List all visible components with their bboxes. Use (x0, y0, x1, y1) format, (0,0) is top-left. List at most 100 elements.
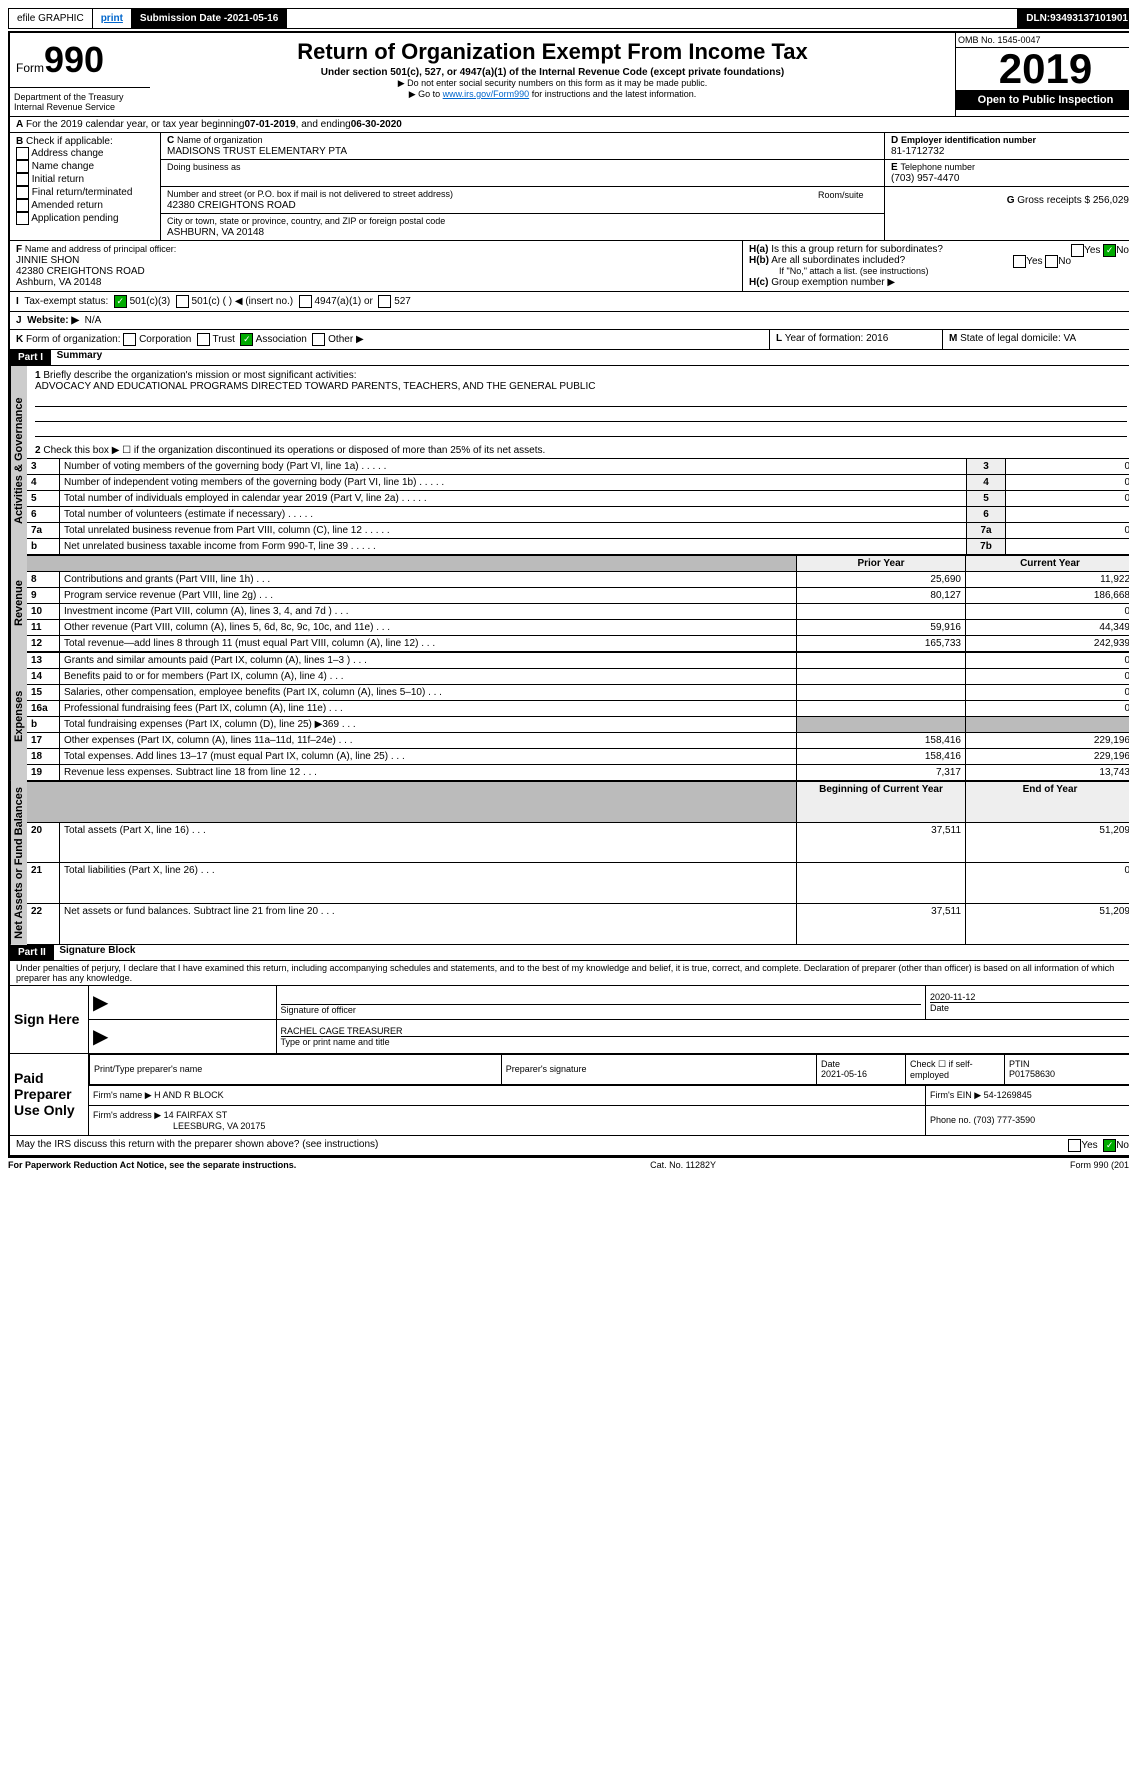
sig-name: RACHEL CAGE TREASURER (281, 1026, 403, 1036)
tab-expenses: Expenses (10, 652, 27, 781)
chk-k[interactable] (197, 333, 210, 346)
tab-governance: Activities & Governance (10, 366, 27, 555)
sig-officer-label: Signature of officer (281, 1005, 356, 1015)
ha-yes[interactable] (1071, 244, 1084, 257)
ptin-label: PTIN (1009, 1059, 1030, 1069)
ha-question: Is this a group return for subordinates? (771, 244, 943, 255)
print-link[interactable]: print (101, 13, 123, 24)
tab-netassets: Net Assets or Fund Balances (10, 781, 27, 945)
firm-ein: 54-1269845 (984, 1090, 1032, 1100)
prep-h1: Print/Type preparer's name (90, 1054, 502, 1084)
ha-no[interactable]: ✓ (1103, 244, 1116, 257)
irs-link[interactable]: www.irs.gov/Form990 (443, 89, 530, 99)
ein: 81-1712732 (891, 146, 944, 157)
phone-label: Telephone number (900, 162, 975, 172)
yof-label: Year of formation: (785, 333, 866, 344)
firm-name: H AND R BLOCK (154, 1090, 224, 1100)
q2: Check this box ▶ ☐ if the organization d… (43, 445, 545, 456)
chk-527[interactable] (378, 295, 391, 308)
gross-label: Gross receipts $ (1017, 195, 1093, 206)
domicile: VA (1064, 333, 1077, 344)
firm-phone: (703) 777-3590 (974, 1115, 1036, 1125)
pra-notice: For Paperwork Reduction Act Notice, see … (8, 1160, 296, 1170)
formorg-label: Form of organization: (26, 334, 121, 345)
period-end: 06-30-2020 (351, 119, 402, 130)
form-footer: Form 990 (2019) (1070, 1160, 1129, 1170)
officer-addr1: 42380 CREIGHTONS ROAD (16, 266, 145, 277)
discuss-yes[interactable] (1068, 1139, 1081, 1152)
hb-yes[interactable] (1013, 255, 1026, 268)
chk-b[interactable] (16, 199, 29, 212)
prep-date: 2021-05-16 (821, 1069, 867, 1079)
addr-label: Number and street (or P.O. box if mail i… (167, 189, 453, 199)
dln-label: DLN: (1026, 13, 1050, 24)
period-text: For the 2019 calendar year, or tax year … (26, 119, 244, 130)
subdate-label: Submission Date - (140, 13, 227, 24)
q1-label: Briefly describe the organization's miss… (43, 370, 356, 381)
chk-4947[interactable] (299, 295, 312, 308)
chk-b[interactable] (16, 160, 29, 173)
firm-addr-label: Firm's address ▶ (93, 1110, 161, 1120)
chk-b[interactable] (16, 186, 29, 199)
org-city: ASHBURN, VA 20148 (167, 227, 264, 238)
chk-b[interactable] (16, 147, 29, 160)
sign-here: Sign Here (10, 985, 89, 1053)
prep-h2: Preparer's signature (501, 1054, 816, 1084)
open-inspection: Open to Public Inspection (956, 90, 1129, 110)
paid-preparer: Paid Preparer Use Only (10, 1053, 89, 1135)
dba-label: Doing business as (167, 162, 241, 172)
chk-b[interactable] (16, 173, 29, 186)
phone: (703) 957-4470 (891, 173, 959, 184)
dln: 93493137101901 (1050, 13, 1128, 24)
prep-selfemp: Check ☐ if self-employed (906, 1054, 1005, 1084)
chk-b[interactable] (16, 212, 29, 225)
gross-receipts: 256,029 (1093, 195, 1129, 206)
tax-year: 2019 (956, 48, 1129, 90)
hb-question: Are all subordinates included? (771, 255, 905, 266)
part2-badge: Part II (10, 945, 54, 960)
hb-note: If "No," attach a list. (see instruction… (749, 266, 928, 276)
tax-status-label: Tax-exempt status: (24, 296, 108, 307)
note-goto-b: for instructions and the latest informat… (529, 89, 696, 99)
org-address: 42380 CREIGHTONS ROAD (167, 200, 296, 211)
part2-name: Signature Block (59, 945, 135, 960)
room-label: Room/suite (812, 187, 884, 213)
q1-value: ADVOCACY AND EDUCATIONAL PROGRAMS DIRECT… (35, 381, 595, 392)
top-toolbar: efile GRAPHIC print Submission Date - 20… (8, 8, 1129, 29)
website-label: Website: ▶ (27, 315, 79, 326)
perjury-declaration: Under penalties of perjury, I declare th… (10, 961, 1129, 985)
officer-label: Name and address of principal officer: (25, 244, 176, 254)
subdate: 2021-05-16 (227, 13, 278, 24)
form-subtitle: Under section 501(c), 527, or 4947(a)(1)… (154, 67, 951, 78)
chk-k[interactable]: ✓ (240, 333, 253, 346)
sig-date-label: Date (930, 1003, 949, 1013)
chk-501c[interactable] (176, 295, 189, 308)
officer-addr2: Ashburn, VA 20148 (16, 277, 101, 288)
note-ssn: ▶ Do not enter social security numbers o… (154, 78, 951, 89)
note-goto-a: ▶ Go to (409, 89, 443, 99)
firm-label: Firm's name ▶ (93, 1090, 152, 1100)
chk-k[interactable] (123, 333, 136, 346)
form-990-badge: Form990 (10, 33, 150, 87)
domicile-label: State of legal domicile: (960, 333, 1063, 344)
efile-label: efile GRAPHIC (9, 9, 93, 28)
chk-501c3[interactable]: ✓ (114, 295, 127, 308)
hb-no[interactable] (1045, 255, 1058, 268)
ptin: P01758630 (1009, 1069, 1055, 1079)
form-title: Return of Organization Exempt From Incom… (154, 39, 951, 65)
part1-badge: Part I (10, 350, 51, 365)
chk-k[interactable] (312, 333, 325, 346)
yof: 2016 (866, 333, 888, 344)
checkif-label: Check if applicable: (26, 136, 113, 147)
discuss-no[interactable]: ✓ (1103, 1139, 1116, 1152)
tab-revenue: Revenue (10, 555, 27, 652)
firm-ein-label: Firm's EIN ▶ (930, 1090, 981, 1100)
sig-date: 2020-11-12 (930, 992, 975, 1002)
dept-treasury: Department of the Treasury Internal Reve… (10, 87, 150, 116)
hc-question: Group exemption number ▶ (771, 277, 895, 288)
firm-phone-label: Phone no. (930, 1115, 974, 1125)
firm-addr2: LEESBURG, VA 20175 (93, 1121, 265, 1131)
period-begin: 07-01-2019 (245, 119, 296, 130)
org-name-label: Name of organization (177, 135, 263, 145)
firm-addr1: 14 FAIRFAX ST (164, 1110, 228, 1120)
